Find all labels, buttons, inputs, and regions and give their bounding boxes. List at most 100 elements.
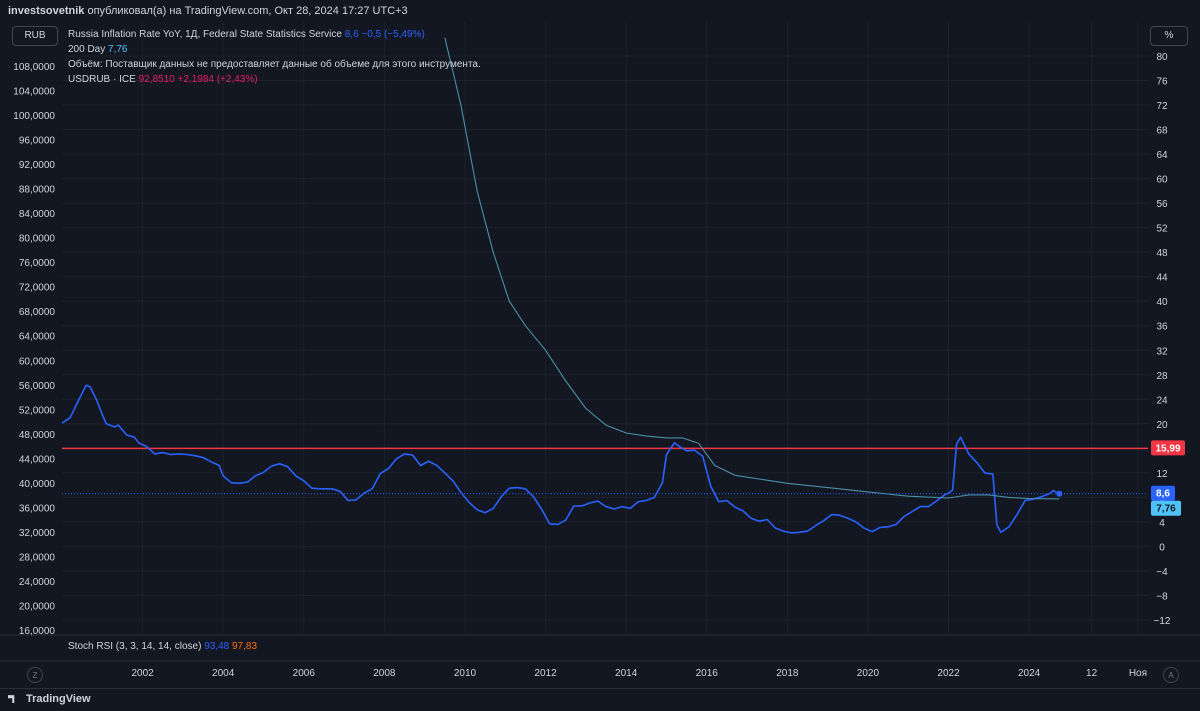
- right-axis-tick-label: 52: [1156, 224, 1168, 235]
- x-axis-tick-label: 2016: [696, 668, 719, 679]
- right-axis-tick-label: 60: [1156, 175, 1168, 186]
- chart-svg[interactable]: 108,0000 104,0000 100,0000 96,0000 92,0000 88…: [0, 22, 1200, 688]
- left-axis-tick-label: 60,0000: [19, 356, 56, 367]
- stoch-rsi-label: Stoch RSI (3, 3, 14, 14, close): [68, 641, 202, 652]
- usdrub-value: 92,8510: [138, 74, 175, 85]
- x-axis-tick-label: 2018: [776, 668, 799, 679]
- right-axis-tick-label: 76: [1156, 77, 1168, 88]
- right-axis: 807672686460565248444036322824201612840−…: [1154, 52, 1171, 627]
- left-axis-tick-label: 64,0000: [19, 332, 56, 343]
- left-axis-tick-label: 104,0000: [13, 87, 55, 98]
- right-axis-tick-label: 64: [1156, 150, 1168, 161]
- right-axis-tick-label: 44: [1156, 273, 1168, 284]
- right-axis-tick-label: 68: [1156, 126, 1168, 137]
- right-axis-tick-label: 32: [1156, 346, 1168, 357]
- chart-area[interactable]: 108,0000 104,0000 100,0000 96,0000 92,0000 88…: [0, 22, 1200, 688]
- stoch-rsi-k: 93,48: [204, 641, 230, 652]
- left-axis-tick-label: 24,0000: [19, 577, 56, 588]
- right-axis-tick-label: 24: [1156, 395, 1168, 406]
- inflation-last-point: [1056, 490, 1063, 497]
- x-axis-tick-label: 2014: [615, 668, 638, 679]
- right-axis-tick-label: 28: [1156, 371, 1168, 382]
- level-price-label-bg: [1151, 440, 1185, 456]
- x-axis-tick-label: 2020: [857, 668, 880, 679]
- left-axis-tick-label: 100,0000: [13, 111, 55, 122]
- brand-name: TradingView: [26, 693, 91, 705]
- ma-label: 200 Day: [68, 44, 106, 55]
- x-axis-tick-label: 12: [1086, 668, 1098, 679]
- x-axis: 2002 2004 2006 2008 2010 2012 2014 2016 2018 2020…: [131, 668, 1147, 679]
- footer: TradingView: [0, 688, 1200, 711]
- inflation-line: [61, 384, 1060, 534]
- chart-legend: Russia Inflation Rate YoY, 1Д, Federal S…: [68, 27, 481, 87]
- left-axis-tick-label: 36,0000: [19, 503, 56, 514]
- left-axis-tick-label: 72,0000: [19, 283, 56, 294]
- tradingview-icon: [8, 695, 15, 704]
- right-axis-tick-label: 40: [1156, 297, 1168, 308]
- x-axis-tick-label: 2022: [937, 668, 960, 679]
- zoom-button[interactable]: Z: [27, 667, 43, 683]
- inflation-price-label-text: 8,6: [1156, 489, 1170, 500]
- x-axis-tick-label: 2010: [454, 668, 477, 679]
- percent-scale-button[interactable]: %: [1150, 26, 1188, 46]
- left-axis-tick-label: 88,0000: [19, 185, 56, 196]
- x-axis-tick-label: 2006: [293, 668, 316, 679]
- left-axis-tick-label: 108,0000: [13, 62, 55, 73]
- legend-row-ma[interactable]: 200 Day 7,76: [68, 42, 481, 57]
- price-labels: 92,851015,998,67,76: [1151, 440, 1185, 516]
- right-axis-tick-label: −8: [1156, 591, 1168, 602]
- left-axis-tick-label: 28,0000: [19, 552, 56, 563]
- author-name: investsovetnik: [8, 5, 85, 17]
- legend-row-inflation[interactable]: Russia Inflation Rate YoY, 1Д, Federal S…: [68, 27, 481, 42]
- stoch-rsi-legend[interactable]: Stoch RSI (3, 3, 14, 14, close) 93,48 97…: [68, 641, 257, 652]
- right-axis-tick-label: 36: [1156, 322, 1168, 333]
- x-axis-tick-label: 2024: [1018, 668, 1041, 679]
- legend-row-usdrub[interactable]: USDRUB · ICE 92,8510 +2,1984 (+2,43%): [68, 72, 481, 87]
- right-axis-tick-label: 48: [1156, 248, 1168, 259]
- inflation-price-label: 8,6: [1151, 485, 1175, 501]
- left-axis-tick-label: 48,0000: [19, 430, 56, 441]
- right-axis-tick-label: 80: [1156, 52, 1168, 63]
- series-value: 8,6: [344, 29, 359, 40]
- right-axis-tick-label: 20: [1156, 420, 1168, 431]
- usdrub-label: USDRUB · ICE: [68, 74, 136, 85]
- publish-header: investsovetnik опубликовал(а) на Trading…: [0, 0, 1200, 22]
- x-axis-tick-label: 2004: [212, 668, 235, 679]
- ma200-price-label-text: 7,76: [1156, 504, 1176, 515]
- series-title: Russia Inflation Rate YoY, 1Д, Federal S…: [68, 29, 342, 40]
- x-axis-tick-label: Ноя: [1129, 668, 1147, 679]
- left-axis-tick-label: 76,0000: [19, 258, 56, 269]
- left-axis-tick-label: 20,0000: [19, 601, 56, 612]
- tradingview-logo[interactable]: TradingView: [8, 693, 91, 705]
- auto-scale-button[interactable]: A: [1163, 667, 1179, 683]
- inflation-price-label-bg: [1151, 485, 1175, 501]
- right-axis-tick-label: −4: [1156, 567, 1168, 578]
- right-axis-tick-label: 4: [1159, 518, 1165, 529]
- volume-note: Объём: Поставщик данных не предоставляет…: [68, 59, 481, 70]
- left-axis-tick-label: 40,0000: [19, 479, 56, 490]
- right-axis-tick-label: 0: [1159, 542, 1165, 553]
- series-change: −0,5 (−5,49%): [361, 29, 425, 40]
- left-axis-tick-label: 96,0000: [19, 136, 56, 147]
- level-price-label: 15,99: [1151, 440, 1185, 456]
- left-axis-tick-label: 56,0000: [19, 381, 56, 392]
- usdrub-change: +2,1984 (+2,43%): [177, 74, 258, 85]
- level-price-label-text: 15,99: [1155, 443, 1180, 454]
- series-layer: [61, 37, 1148, 534]
- left-axis-tick-label: 52,0000: [19, 405, 56, 416]
- right-axis-tick-label: 12: [1156, 469, 1168, 480]
- ma200-price-label-bg: [1151, 500, 1181, 516]
- left-axis-tick-label: 92,0000: [19, 160, 56, 171]
- left-axis: 108,0000 104,0000 100,0000 96,0000 92,0000 88…: [13, 62, 55, 637]
- right-axis-tick-label: 56: [1156, 199, 1168, 210]
- left-axis-tick-label: 16,0000: [19, 626, 56, 637]
- ma200-line: [444, 37, 1060, 500]
- left-axis-tick-label: 68,0000: [19, 307, 56, 318]
- ma-value: 7,76: [108, 44, 128, 55]
- right-axis-tick-label: 72: [1156, 101, 1168, 112]
- right-axis-tick-label: −12: [1154, 616, 1171, 627]
- currency-button[interactable]: RUB: [12, 26, 58, 46]
- x-axis-tick-label: 2008: [373, 668, 396, 679]
- legend-row-volume: Объём: Поставщик данных не предоставляет…: [68, 57, 481, 72]
- x-axis-tick-label: 2002: [131, 668, 154, 679]
